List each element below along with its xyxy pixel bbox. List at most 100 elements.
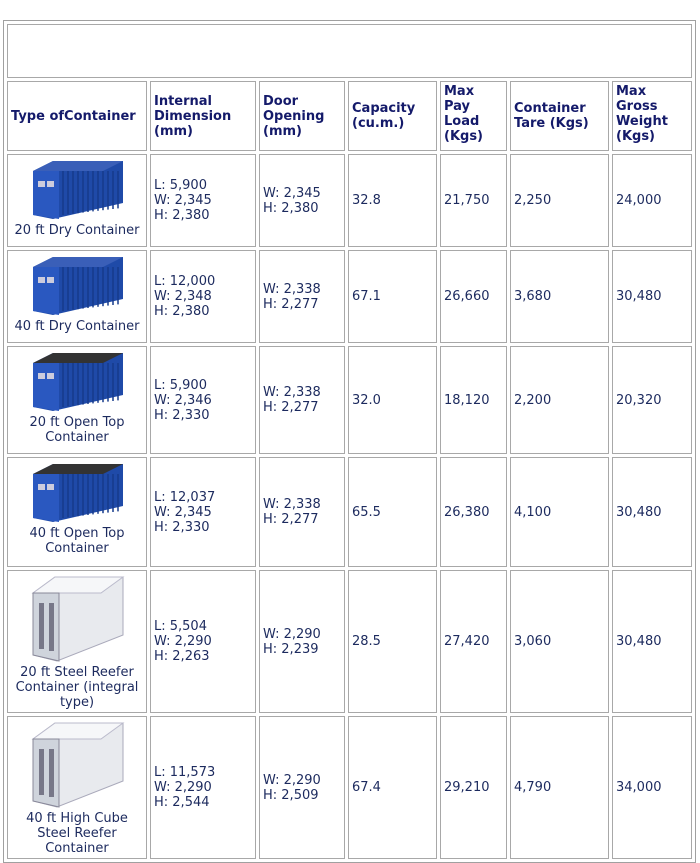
gross-cell: 24,000 [612,154,692,247]
tare-cell: 3,680 [510,250,609,343]
payload-cell: 26,660 [440,250,507,343]
door-line: W: 2,345 [263,185,321,201]
internal-line: L: 5,504 [154,619,207,634]
internal-line: W: 2,346 [154,392,212,408]
door-cell: W: 2,338 H: 2,277 [259,346,345,454]
door-line: W: 2,338 [263,497,321,512]
header-cell: Type ofContainer [7,81,147,151]
container-icon [33,161,123,219]
header-row: Type ofContainer Internal Dimension (mm) D… [7,81,692,151]
type-cell: 40 ft Open Top Container [7,457,147,567]
data-row: 40 ft Dry Container L: 12,000 W: 2,348 H: 2… [7,250,692,343]
door-line: H: 2,239 [263,641,319,657]
door-line: W: 2,338 [263,281,321,297]
type-cell: 20 ft Dry Container [7,154,147,247]
capacity-cell: 65.5 [348,457,437,567]
payload-cell: 26,380 [440,457,507,567]
door-cell: W: 2,290 H: 2,509 [259,716,345,859]
type-cell: 40 ft Dry Container [7,250,147,343]
door-cell: W: 2,290 H: 2,239 [259,570,345,713]
container-icon [31,576,125,662]
door-line: H: 2,380 [263,200,319,216]
capacity-cell: 67.4 [348,716,437,859]
tare-cell: 2,200 [510,346,609,454]
door-line: W: 2,338 [263,385,321,400]
internal-line: L: 11,573 [154,765,216,780]
header-cell: Container Tare (Kgs) [510,81,609,151]
container-icon [33,464,123,522]
door-line: H: 2,277 [263,400,319,415]
payload-cell: 27,420 [440,570,507,713]
data-row: 20 ft Steel Reefer Container (integral t… [7,570,692,713]
container-icon [31,722,125,808]
payload-cell: 18,120 [440,346,507,454]
container-icon [33,257,123,315]
internal-line: W: 2,345 [154,193,212,208]
door-line: H: 2,277 [263,296,319,312]
header-cell: Max Pay Load (Kgs) [440,81,507,151]
type-cell: 20 ft Open Top Container [7,346,147,454]
capacity-cell: 28.5 [348,570,437,713]
data-row: 40 ft Open Top Container L: 12,037 W: 2,34… [7,457,692,567]
tare-cell: 4,100 [510,457,609,567]
internal-line: L: 12,000 [154,274,216,289]
type-cell: 20 ft Steel Reefer Container (integral t… [7,570,147,713]
payload-cell: 29,210 [440,716,507,859]
internal-line: W: 2,290 [154,634,212,649]
door-cell: W: 2,338 H: 2,277 [259,457,345,567]
door-line: W: 2,290 [263,626,321,642]
internal-line: W: 2,345 [154,504,212,520]
table-body: Type ofContainer Internal Dimension (mm) D… [7,24,692,859]
type-cell: 40 ft High Cube Steel Reefer Container [7,716,147,859]
internal-cell: L: 12,000 W: 2,348 H: 2,380 [150,250,256,343]
internal-line: L: 12,037 [154,489,216,505]
header-cell: Door Opening (mm) [259,81,345,151]
blank-row [7,24,692,78]
data-row: 20 ft Open Top Container L: 5,900 W: 2,346… [7,346,692,454]
door-line: H: 2,509 [263,787,319,803]
capacity-cell: 67.1 [348,250,437,343]
container-type: 40 ft Dry Container [14,319,140,334]
door-cell: W: 2,338 H: 2,277 [259,250,345,343]
tare-cell: 2,250 [510,154,609,247]
tare-cell: 4,790 [510,716,609,859]
internal-line: L: 5,900 [154,178,207,193]
internal-line: H: 2,263 [154,649,210,664]
gross-cell: 30,480 [612,457,692,567]
internal-cell: L: 5,504 W: 2,290 H: 2,263 [150,570,256,713]
internal-cell: L: 12,037 W: 2,345 H: 2,330 [150,457,256,567]
gross-cell: 20,320 [612,346,692,454]
header-cell: Capacity (cu.m.) [348,81,437,151]
gross-cell: 30,480 [612,250,692,343]
header-cell: Max Gross Weight (Kgs) [612,81,692,151]
internal-line: H: 2,380 [154,208,210,223]
header-cell: Internal Dimension (mm) [150,81,256,151]
door-line: W: 2,290 [263,772,321,788]
internal-line: L: 5,900 [154,377,207,393]
internal-line: H: 2,330 [154,407,210,423]
internal-cell: L: 5,900 W: 2,345 H: 2,380 [150,154,256,247]
internal-line: H: 2,330 [154,519,210,535]
capacity-cell: 32.8 [348,154,437,247]
container-type: 40 ft High Cube Steel Reefer Container [26,811,128,856]
internal-cell: L: 11,573 W: 2,290 H: 2,544 [150,716,256,859]
container-type: 20 ft Open Top Container [29,415,125,445]
container-table: Type ofContainer Internal Dimension (mm) D… [3,20,696,863]
internal-line: W: 2,348 [154,289,212,304]
gross-cell: 34,000 [612,716,692,859]
container-type: 40 ft Open Top Container [29,526,125,556]
internal-line: W: 2,290 [154,780,212,795]
internal-line: H: 2,380 [154,304,210,319]
internal-cell: L: 5,900 W: 2,346 H: 2,330 [150,346,256,454]
blank-cell [7,24,692,78]
container-type: 20 ft Dry Container [14,223,140,238]
door-line: H: 2,277 [263,512,319,527]
container-icon [33,353,123,411]
internal-line: H: 2,544 [154,795,210,810]
data-row: 20 ft Dry Container L: 5,900 W: 2,345 H: 2,… [7,154,692,247]
data-row: 40 ft High Cube Steel Reefer Container L:… [7,716,692,859]
tare-cell: 3,060 [510,570,609,713]
payload-cell: 21,750 [440,154,507,247]
container-type: 20 ft Steel Reefer Container (integral t… [15,665,139,710]
